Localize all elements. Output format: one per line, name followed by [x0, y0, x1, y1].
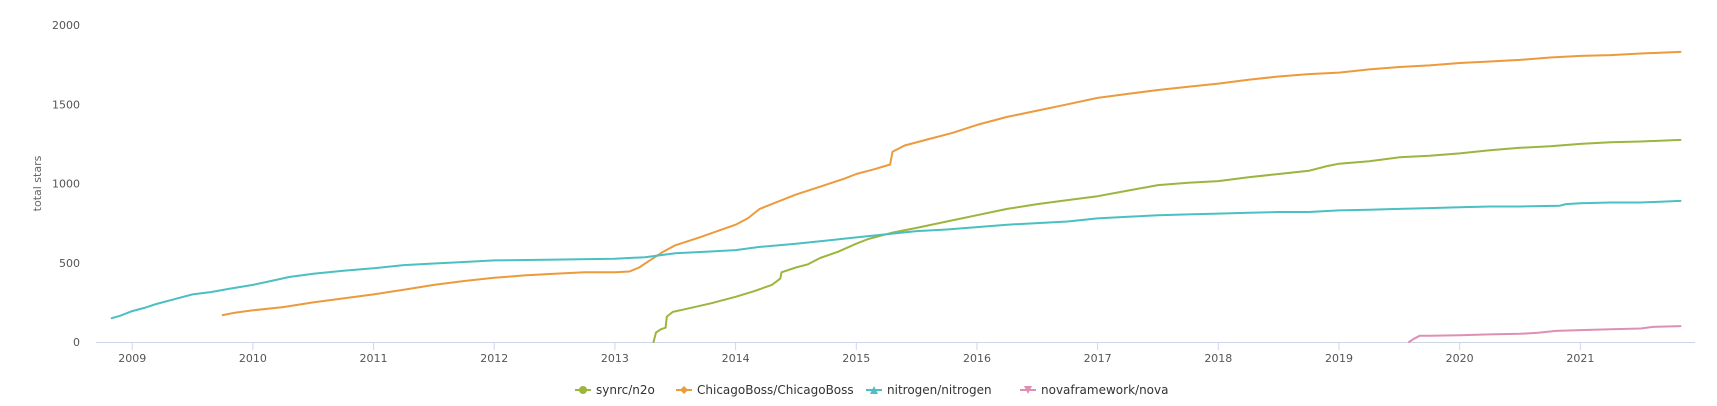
legend-marker-diamond-icon: [680, 386, 688, 394]
legend-label: novaframework/nova: [1041, 383, 1168, 397]
x-tick-label: 2009: [118, 352, 146, 365]
x-tick-label: 2012: [480, 352, 508, 365]
series-line-nitrogen-nitrogen[interactable]: [110, 199, 1682, 320]
x-tick-label: 2014: [722, 352, 750, 365]
legend-label: nitrogen/nitrogen: [887, 383, 992, 397]
legend-marker-inverted-triangle-icon: [1024, 386, 1032, 394]
y-axis-title: total stars: [31, 155, 44, 211]
x-tick-label: 2016: [963, 352, 991, 365]
y-tick-label: 1500: [52, 98, 80, 111]
series-line-chicagoboss-chicagoboss[interactable]: [221, 50, 1682, 317]
y-tick-label: 2000: [52, 19, 80, 32]
legend-marker-circle-icon: [579, 386, 587, 394]
x-tick-label: 2020: [1446, 352, 1474, 365]
x-tick-label: 2011: [360, 352, 388, 365]
legend-item-nitrogen-nitrogen[interactable]: nitrogen/nitrogen: [866, 383, 992, 397]
series-layer: [110, 50, 1682, 343]
x-tick-label: 2010: [239, 352, 267, 365]
y-tick-label: 500: [59, 257, 80, 270]
x-tick-label: 2017: [1084, 352, 1112, 365]
series-line-synrc-n2o[interactable]: [652, 138, 1682, 343]
legend-marker-triangle-icon: [870, 386, 878, 394]
x-tick-label: 2015: [842, 352, 870, 365]
legend-item-chicagoboss-chicagoboss[interactable]: ChicagoBoss/ChicagoBoss: [676, 383, 854, 397]
legend-label: ChicagoBoss/ChicagoBoss: [697, 383, 854, 397]
x-axis: 2009 2010 2011 2012 2013 2014 2015 2016 2017 2018…: [96, 342, 1695, 365]
legend-item-synrc-n2o[interactable]: synrc/n2o: [575, 383, 655, 397]
x-tick-label: 2018: [1204, 352, 1232, 365]
legend-item-novaframework-nova[interactable]: novaframework/nova: [1020, 383, 1168, 397]
legend[interactable]: synrc/n2o ChicagoBoss/ChicagoBoss nitrogen…: [575, 383, 1168, 397]
legend-label: synrc/n2o: [596, 383, 655, 397]
y-tick-label: 1000: [52, 178, 80, 191]
x-tick-label: 2021: [1566, 352, 1594, 365]
y-axis: 0 500 1000 1500 2000: [52, 19, 80, 349]
y-tick-label: 0: [73, 336, 80, 349]
x-tick-label: 2019: [1325, 352, 1353, 365]
series-line-novaframework-nova[interactable]: [1408, 325, 1682, 343]
x-tick-label: 2013: [601, 352, 629, 365]
